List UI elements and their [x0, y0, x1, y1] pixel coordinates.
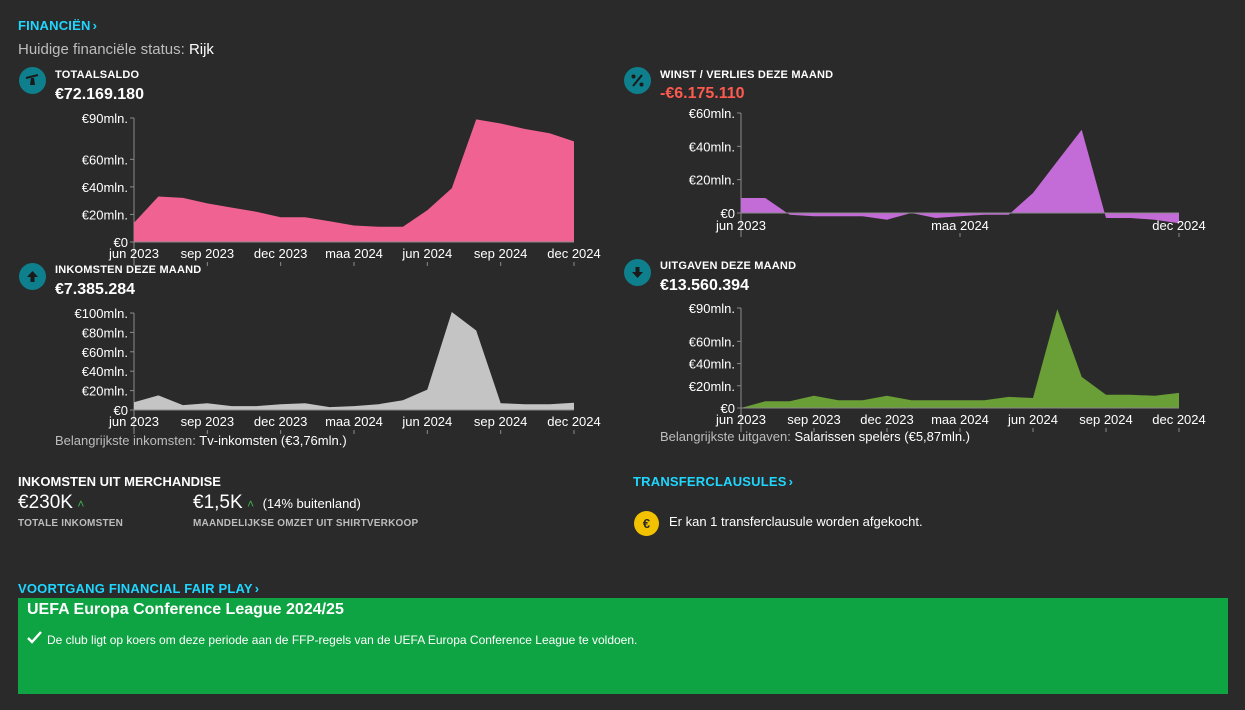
x-tick-label: dec 2023 [254, 414, 308, 429]
x-tick-label: dec 2024 [1152, 218, 1206, 233]
arrow-down-icon [624, 259, 651, 286]
expenses-note: Belangrijkste uitgaven: Salarissen spele… [660, 429, 970, 444]
y-tick-label: €60mln. [82, 345, 128, 360]
x-tick-label: maa 2024 [325, 246, 383, 261]
ffp-competition: UEFA Europa Conference League 2024/25 [27, 601, 344, 618]
euro-symbol: € [642, 516, 651, 531]
x-tick-label: jun 2023 [715, 412, 766, 427]
y-tick-label: €40mln. [689, 139, 735, 154]
merch-monthly-note: (14% buitenland) [262, 496, 361, 511]
y-tick-label: €0 [721, 401, 735, 416]
euro-coin-icon: € [634, 511, 659, 536]
y-tick-label: €0 [114, 235, 128, 250]
x-tick-label: maa 2024 [931, 218, 989, 233]
x-tick-label: jun 2023 [108, 246, 159, 261]
x-tick-label: jun 2024 [1007, 412, 1058, 427]
y-tick-label: €20mln. [82, 207, 128, 222]
merch-total: €230K ˄ [18, 492, 84, 514]
y-tick-label: €40mln. [689, 357, 735, 372]
financial-status-label: Huidige financiële status: [18, 41, 185, 58]
x-tick-label: dec 2023 [860, 412, 914, 427]
area-series [134, 312, 574, 410]
income-note-value: Tv-inkomsten (€3,76mln.) [199, 433, 347, 448]
area-series [741, 309, 1179, 408]
merch-total-label: TOTALE INKOMSTEN [18, 518, 124, 529]
y-tick-label: €90mln. [82, 111, 128, 126]
x-tick-label: sep 2024 [474, 246, 528, 261]
chevron-right-icon: › [788, 474, 794, 489]
checkmark-icon [27, 631, 42, 649]
x-tick-label: jun 2024 [401, 246, 452, 261]
finances-title[interactable]: FINANCIËN [18, 18, 91, 33]
merch-total-value: €230K [18, 492, 73, 513]
x-tick-label: sep 2024 [474, 414, 528, 429]
y-tick-label: €60mln. [689, 106, 735, 121]
x-tick-label: sep 2023 [181, 414, 235, 429]
merch-monthly: €1,5K ˄ (14% buitenland) [193, 492, 361, 514]
expenses-label: UITGAVEN DEZE MAAND [660, 260, 797, 272]
percent-icon [624, 67, 651, 94]
area-series [134, 119, 574, 242]
x-tick-label: sep 2024 [1079, 412, 1133, 427]
ffp-status-box: UEFA Europa Conference League 2024/25 De… [18, 598, 1228, 694]
y-tick-label: €40mln. [82, 180, 128, 195]
financial-status: Huidige financiële status: Rijk [18, 41, 214, 58]
income-note: Belangrijkste inkomsten: Tv-inkomsten (€… [55, 433, 347, 448]
y-tick-label: €0 [721, 206, 735, 221]
ffp-progress-link[interactable]: VOORTGANG FINANCIAL FAIR PLAY › [18, 581, 259, 596]
balance-value: €72.169.180 [55, 86, 144, 103]
x-tick-label: dec 2024 [1152, 412, 1206, 427]
arrow-up-icon [19, 263, 46, 290]
x-tick-label: jun 2024 [401, 414, 452, 429]
income-note-label: Belangrijkste inkomsten: [55, 433, 196, 448]
expenses-value: €13.560.394 [660, 277, 749, 294]
finances-header-link[interactable]: FINANCIËN › [18, 18, 97, 33]
ffp-progress-title[interactable]: VOORTGANG FINANCIAL FAIR PLAY [18, 581, 253, 596]
merchandise-title: INKOMSTEN UIT MERCHANDISE [18, 474, 221, 489]
x-tick-label: maa 2024 [931, 412, 989, 427]
ffp-message: De club ligt op koers om deze periode aa… [47, 633, 638, 647]
chevron-right-icon: › [254, 581, 260, 596]
y-tick-label: €80mln. [82, 325, 128, 340]
merch-monthly-label: MAANDELIJKSE OMZET UIT SHIRTVERKOOP [193, 518, 419, 529]
x-tick-label: dec 2024 [547, 246, 601, 261]
income-label: INKOMSTEN DEZE MAAND [55, 264, 202, 276]
chevron-right-icon: › [92, 18, 98, 33]
expenses-note-value: Salarissen spelers (€5,87mln.) [794, 429, 971, 444]
x-tick-label: dec 2024 [547, 414, 601, 429]
profit-loss-label: WINST / VERLIES DEZE MAAND [660, 69, 834, 81]
transfer-clauses-link[interactable]: TRANSFERCLAUSULES › [633, 474, 793, 489]
merch-monthly-value: €1,5K [193, 492, 243, 513]
y-tick-label: €20mln. [689, 173, 735, 188]
financial-status-value: Rijk [188, 41, 214, 58]
y-tick-label: €20mln. [82, 384, 128, 399]
chevron-up-icon: ˄ [77, 497, 85, 511]
y-tick-label: €20mln. [689, 379, 735, 394]
profit-loss-value: -€6.175.110 [660, 85, 745, 102]
chevron-up-icon: ˄ [247, 497, 255, 511]
x-tick-label: dec 2023 [254, 246, 308, 261]
expenses-note-label: Belangrijkste uitgaven: [660, 429, 791, 444]
balance-scale-icon [19, 67, 46, 94]
transfer-clauses-title[interactable]: TRANSFERCLAUSULES [633, 474, 787, 489]
y-tick-label: €60mln. [689, 334, 735, 349]
y-tick-label: €0 [114, 403, 128, 418]
x-tick-label: jun 2023 [108, 414, 159, 429]
income-value: €7.385.284 [55, 281, 136, 298]
y-tick-label: €90mln. [689, 301, 735, 316]
y-tick-label: €40mln. [82, 364, 128, 379]
x-tick-label: jun 2023 [715, 218, 766, 233]
y-tick-label: €60mln. [82, 152, 128, 167]
x-tick-label: sep 2023 [181, 246, 235, 261]
y-tick-label: €100mln. [75, 306, 128, 321]
balance-label: TOTAALSALDO [55, 69, 140, 81]
transfer-clauses-text: Er kan 1 transferclausule worden afgekoc… [669, 514, 923, 529]
x-tick-label: sep 2023 [787, 412, 841, 427]
x-tick-label: maa 2024 [325, 414, 383, 429]
area-series [741, 129, 1179, 224]
